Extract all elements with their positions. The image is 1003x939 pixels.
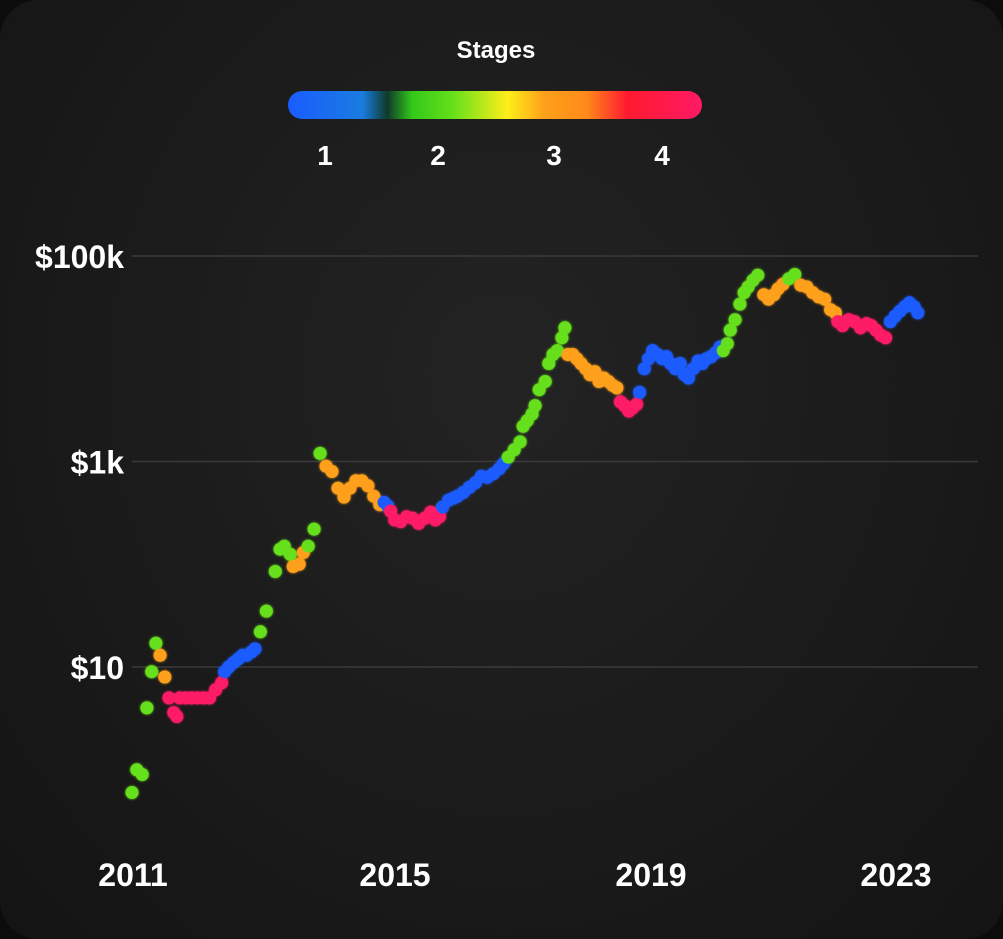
y-tick-label: $10 [71,650,124,686]
grid-lines [132,255,978,668]
data-point-stage-2 [268,565,282,578]
data-point-stage-3 [292,557,306,571]
data-point-stage-1 [633,385,647,399]
legend: Stages 1 2 3 4 [288,37,702,171]
data-point-stage-2 [528,399,542,413]
data-point-stage-4 [630,397,644,411]
data-point-stage-4 [170,710,184,723]
data-point-stage-2 [135,768,149,781]
data-point-stage-2 [733,297,747,311]
data-point-stage-3 [818,292,832,306]
x-tick-label: 2023 [860,857,931,893]
data-point-stage-2 [555,331,569,345]
data-point-stage-4 [162,691,176,705]
legend-label-1: 1 [317,140,333,171]
data-point-stage-2 [538,375,552,388]
data-point-stage-4 [879,331,893,345]
data-point-stage-2 [788,268,802,281]
data-point-stage-2 [125,786,139,799]
x-axis-ticks: 2011 2015 2019 2023 [98,857,931,893]
data-point-stage-3 [361,479,375,493]
data-point-stage-2 [259,604,273,618]
legend-label-3: 3 [546,140,562,171]
data-point-stage-2 [283,547,297,561]
data-point-stage-3 [610,381,624,395]
legend-title: Stages [457,37,536,64]
data-point-stage-2 [301,539,315,553]
data-point-stage-2 [723,323,737,337]
x-tick-label: 2015 [359,857,430,893]
data-point-stage-2 [558,321,572,335]
data-point-stage-2 [550,344,564,358]
data-point-stage-2 [751,268,765,282]
y-tick-label: $100k [35,239,124,275]
data-point-stage-2 [513,435,527,449]
data-point-stage-2 [720,337,734,351]
data-point-stage-2 [728,313,742,327]
data-point-stage-1 [248,642,262,656]
data-point-stage-2 [145,665,159,679]
y-tick-label: $1k [71,445,125,481]
legend-label-4: 4 [654,140,670,171]
data-point-stage-1 [637,362,651,376]
data-point-stage-1 [673,357,687,370]
legend-color-bar [288,91,702,119]
legend-label-2: 2 [430,140,446,171]
y-axis-ticks: $10 $1k $100k [35,239,124,686]
data-point-stage-2 [313,446,327,460]
data-point-stage-2 [307,522,321,536]
data-point-stage-4 [215,676,229,690]
data-point-stage-2 [140,701,154,715]
data-point-stage-1 [911,306,925,320]
data-point-stage-3 [158,670,172,684]
data-point-stage-3 [153,648,167,662]
data-points [125,268,925,799]
data-point-stage-2 [253,625,267,639]
legend-labels: 1 2 3 4 [317,140,670,171]
data-point-stage-3 [325,465,339,478]
x-tick-label: 2011 [98,857,167,893]
x-tick-label: 2019 [615,857,686,893]
data-point-stage-2 [149,636,163,650]
